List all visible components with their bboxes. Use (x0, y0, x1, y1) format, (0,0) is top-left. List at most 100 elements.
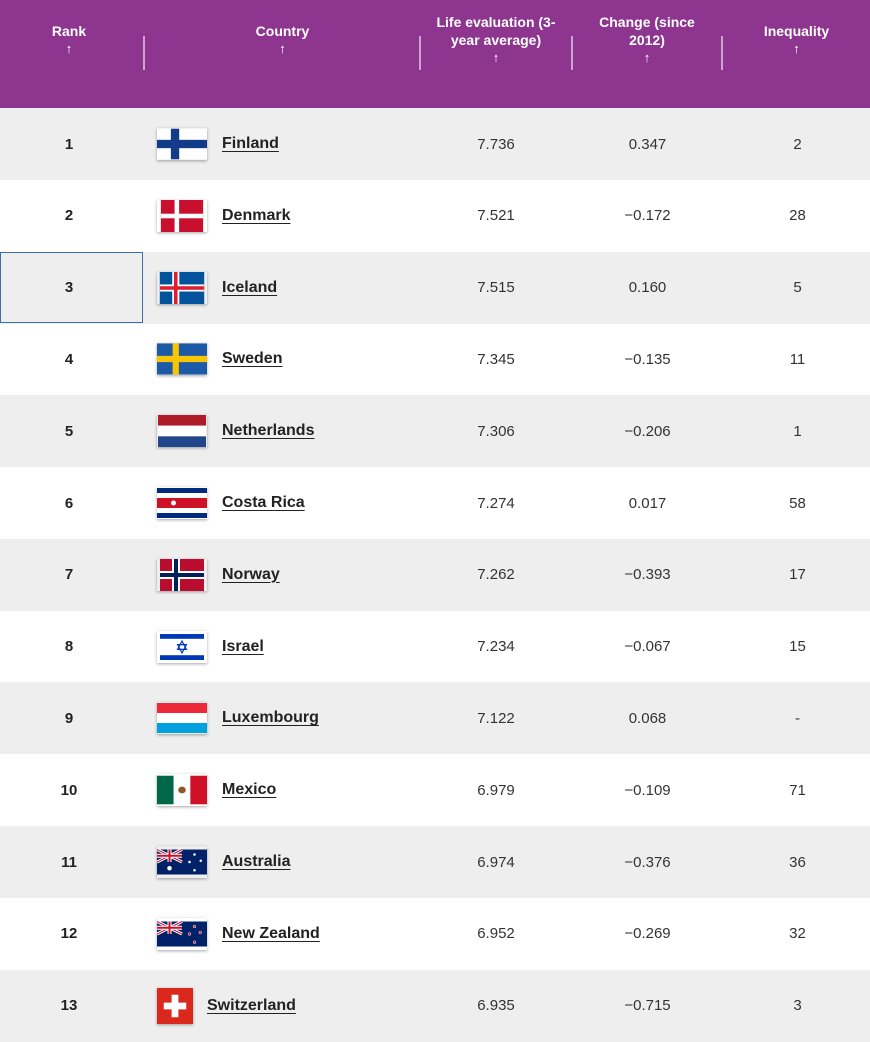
sort-arrow-icon[interactable]: ↑ (65, 41, 73, 56)
rank-cell: 4 (64, 350, 74, 368)
inequality-cell: 5 (793, 279, 802, 297)
life-evaluation-cell: 7.122 (477, 709, 515, 727)
header-inequality[interactable]: Inequality ↑ (723, 0, 870, 108)
country-link[interactable]: Finland (222, 135, 279, 152)
table-row: 5 Netherlands 7.306 −0.206 1 (0, 395, 870, 468)
table-row: 3 Iceland 7.515 0.160 5 (0, 251, 870, 324)
rank-cell: 2 (64, 207, 74, 225)
switzerland-flag-icon (157, 987, 193, 1024)
header-divider (143, 36, 145, 70)
inequality-cell: 32 (789, 925, 806, 943)
inequality-cell: 71 (789, 781, 806, 799)
country-link[interactable]: Sweden (222, 350, 283, 368)
country-cell: Norway (157, 539, 457, 611)
rank-cell: 10 (60, 781, 78, 799)
iceland-flag-icon (157, 271, 207, 304)
table-header: Rank ↑ Country ↑ Life evaluation (3- yea… (0, 0, 870, 108)
mexico-flag-icon (157, 774, 207, 806)
country-cell: Switzerland (157, 970, 457, 1042)
life-evaluation-cell: 7.234 (477, 638, 515, 656)
life-evaluation-cell: 7.274 (477, 494, 515, 512)
country-cell: Australia (157, 826, 457, 898)
life-evaluation-cell: 7.521 (477, 207, 515, 225)
country-cell: Denmark (157, 180, 457, 252)
header-rank[interactable]: Rank ↑ (24, 0, 114, 108)
country-link[interactable]: Costa Rica (222, 494, 305, 511)
netherlands-flag-icon (157, 415, 207, 448)
header-life-label: Life evaluation (3- year average) (436, 14, 556, 48)
norway-flag-icon (157, 558, 207, 591)
life-evaluation-cell: 6.935 (477, 997, 515, 1015)
inequality-cell: 11 (789, 350, 806, 368)
country-cell: Israel (157, 611, 457, 683)
rank-cell: 3 (64, 279, 74, 297)
life-evaluation-cell: 7.345 (477, 350, 515, 368)
change-cell: −0.206 (624, 422, 671, 440)
rank-cell: 11 (61, 853, 77, 871)
australia-flag-icon (157, 846, 207, 878)
inequality-cell: 3 (793, 997, 802, 1015)
header-divider (721, 36, 723, 70)
life-evaluation-cell: 7.736 (477, 135, 515, 153)
header-divider (419, 36, 421, 70)
inequality-cell: 1 (793, 422, 802, 440)
header-life-evaluation[interactable]: Life evaluation (3- year average) ↑ (421, 0, 571, 108)
inequality-cell: 58 (789, 494, 806, 512)
inequality-cell: 2 (793, 135, 802, 153)
life-evaluation-cell: 6.974 (477, 853, 515, 871)
change-cell: 0.017 (628, 494, 667, 512)
sort-arrow-icon[interactable]: ↑ (643, 50, 651, 65)
table-row: 1 Finland 7.736 0.347 2 (0, 108, 870, 180)
country-link[interactable]: Netherlands (222, 422, 315, 440)
country-cell: Netherlands (157, 395, 457, 467)
country-link[interactable]: Iceland (222, 278, 278, 296)
life-evaluation-cell: 7.515 (477, 279, 515, 297)
change-cell: −0.135 (624, 350, 671, 368)
country-cell: Luxembourg (157, 682, 457, 754)
life-evaluation-cell: 7.262 (477, 566, 515, 584)
life-evaluation-cell: 6.952 (477, 925, 515, 943)
table-row: 10 Mexico 6.979 −0.109 71 (0, 754, 870, 826)
table-row: 9 Luxembourg 7.122 0.068 - (0, 682, 870, 755)
country-link[interactable]: Denmark (222, 206, 291, 224)
change-cell: 0.160 (628, 279, 667, 297)
change-cell: −0.715 (624, 997, 671, 1015)
life-evaluation-cell: 7.306 (477, 422, 515, 440)
header-country[interactable]: Country ↑ (145, 0, 420, 108)
country-cell: Mexico (157, 754, 457, 826)
inequality-cell: - (795, 709, 800, 727)
header-inequality-label: Inequality (763, 23, 830, 39)
new-zealand-flag-icon (157, 918, 207, 950)
change-cell: −0.109 (624, 781, 671, 799)
country-link[interactable]: Mexico (222, 781, 277, 799)
sort-arrow-icon[interactable]: ↑ (279, 41, 286, 56)
inequality-cell: 28 (789, 207, 806, 225)
table-row: 8 Israel 7.234 −0.067 15 (0, 611, 870, 683)
country-link[interactable]: Norway (222, 565, 280, 583)
country-link[interactable]: New Zealand (222, 924, 320, 942)
change-cell: −0.269 (624, 925, 671, 943)
country-cell: Sweden (157, 323, 457, 395)
life-evaluation-cell: 6.979 (477, 781, 515, 799)
inequality-cell: 17 (789, 566, 806, 584)
country-link[interactable]: Israel (222, 637, 264, 655)
inequality-cell: 15 (789, 638, 806, 656)
country-link[interactable]: Luxembourg (222, 709, 319, 727)
rank-cell: 5 (64, 422, 74, 440)
rank-cell: 1 (64, 135, 74, 153)
change-cell: −0.376 (624, 853, 671, 871)
table-row: 6 Costa Rica 7.274 0.017 58 (0, 467, 870, 539)
sweden-flag-icon (157, 343, 207, 376)
header-change[interactable]: Change (since 2012) ↑ (573, 0, 721, 108)
country-link[interactable]: Switzerland (207, 996, 296, 1014)
sort-arrow-icon[interactable]: ↑ (793, 41, 800, 56)
table-row: 12 New Zealand 6.952 −0.269 32 (0, 898, 870, 970)
denmark-flag-icon (157, 199, 207, 232)
table-row: 2 Denmark 7.521 −0.172 28 (0, 180, 870, 252)
finland-flag-icon (157, 128, 207, 160)
country-cell: New Zealand (157, 898, 457, 970)
sort-arrow-icon[interactable]: ↑ (492, 50, 500, 65)
country-cell: Iceland (157, 252, 457, 324)
country-link[interactable]: Australia (222, 853, 291, 870)
header-country-label: Country (255, 23, 310, 39)
